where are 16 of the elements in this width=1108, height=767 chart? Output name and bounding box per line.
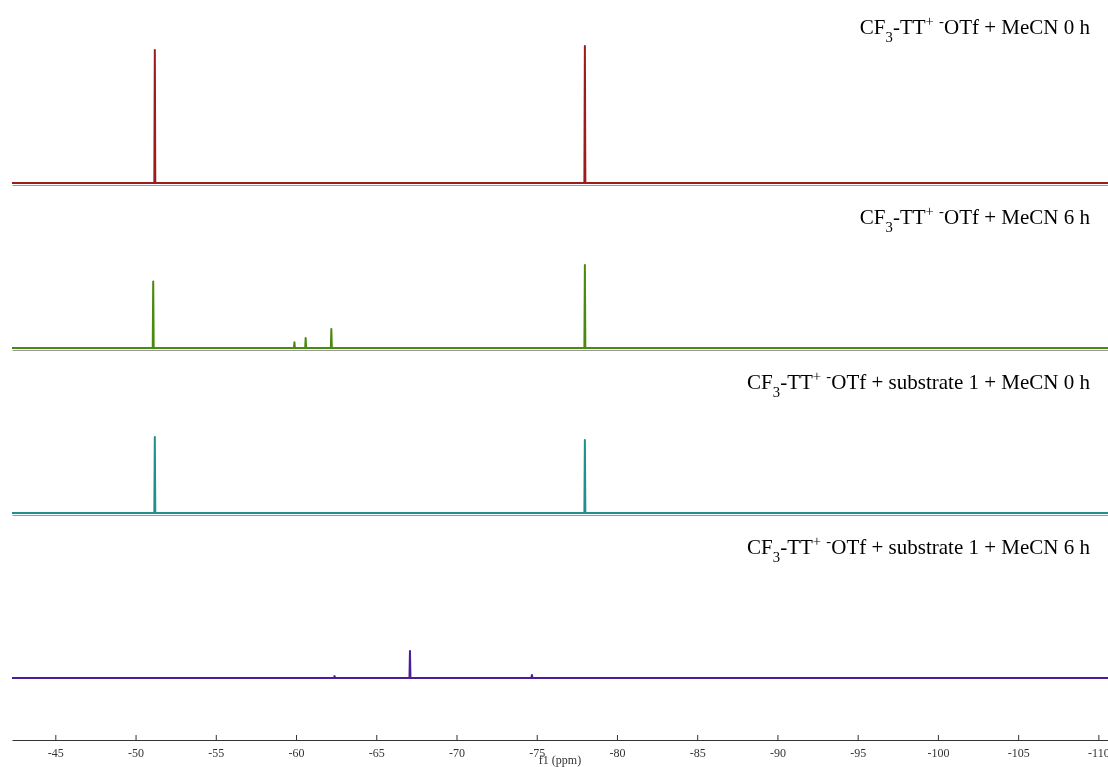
x-tick-label: -100 (927, 746, 950, 761)
x-tick-label: -45 (47, 746, 64, 761)
x-tick-label: -80 (609, 746, 626, 761)
x-tick-label: -105 (1007, 746, 1030, 761)
chart-title: CF$_{3}$-TT$^{+}$ $^{-}$OTf + substrate 1 + MeCN 6 h (747, 533, 1091, 565)
chart-title: CF$_{3}$-TT$^{+}$ $^{-}$OTf + MeCN 6 h (859, 203, 1091, 235)
x-tick-label: -95 (850, 746, 867, 761)
chart-title: CF$_{3}$-TT$^{+}$ $^{-}$OTf + MeCN 0 h (859, 13, 1091, 45)
chart-title: CF$_{3}$-TT$^{+}$ $^{-}$OTf + substrate 1 + MeCN 0 h (747, 368, 1091, 400)
x-tick-label: -60 (288, 746, 305, 761)
x-tick-label: -90 (769, 746, 786, 761)
x-tick-label: -70 (449, 746, 465, 761)
x-tick-label: -85 (689, 746, 706, 761)
x-tick-label: -50 (128, 746, 145, 761)
x-tick-label: -55 (208, 746, 225, 761)
x-tick-label: -65 (368, 746, 385, 761)
